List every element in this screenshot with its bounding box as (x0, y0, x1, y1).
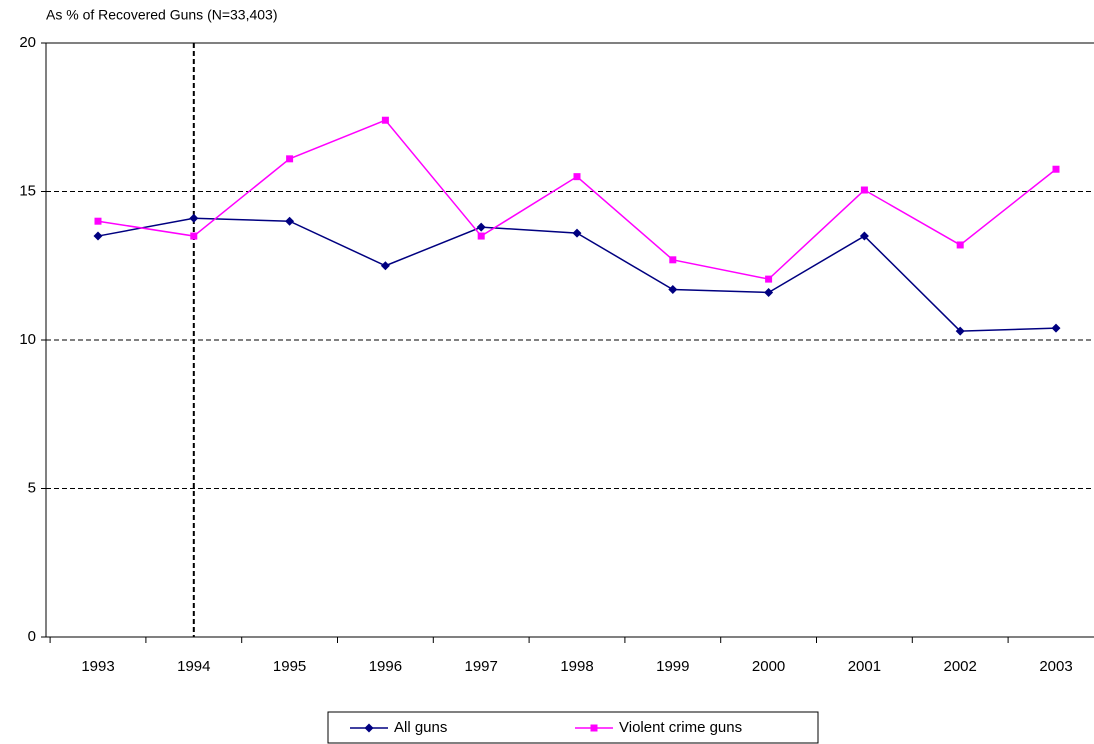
x-tick-label: 2003 (1039, 658, 1072, 675)
x-tick-label: 1996 (369, 658, 402, 675)
legend-label: Violent crime guns (619, 719, 742, 736)
marker (477, 232, 485, 240)
marker (94, 217, 102, 225)
marker (190, 232, 198, 240)
marker (859, 231, 869, 241)
marker (669, 256, 677, 264)
marker (955, 326, 965, 336)
marker (764, 287, 774, 297)
marker (1052, 165, 1060, 173)
marker (573, 173, 581, 181)
x-tick-label: 1997 (465, 658, 498, 675)
marker (860, 186, 868, 194)
series-line (97, 119, 1057, 280)
legend-label: All guns (394, 719, 447, 736)
x-tick-label: 1999 (656, 658, 689, 675)
y-tick-label: 5 (28, 479, 36, 496)
legend-box (327, 711, 819, 744)
y-tick-label: 20 (19, 34, 36, 51)
x-tick-label: 1995 (273, 658, 306, 675)
marker (668, 285, 678, 295)
marker (1051, 323, 1061, 333)
x-tick-label: 2002 (944, 658, 977, 675)
marker (364, 723, 374, 733)
marker (476, 222, 486, 232)
marker (381, 116, 389, 124)
marker (286, 155, 294, 163)
marker (956, 241, 964, 249)
x-tick-label: 1998 (560, 658, 593, 675)
marker (189, 213, 199, 223)
marker (380, 261, 390, 271)
marker (590, 724, 598, 732)
marker (572, 228, 582, 238)
chart-title: As % of Recovered Guns (N=33,403) (46, 7, 278, 23)
marker (765, 275, 773, 283)
x-tick-label: 2000 (752, 658, 785, 675)
marker (93, 231, 103, 241)
y-tick-label: 10 (19, 331, 36, 348)
x-tick-label: 1993 (81, 658, 114, 675)
y-tick-label: 0 (28, 628, 36, 645)
x-tick-label: 2001 (848, 658, 881, 675)
x-tick-label: 1994 (177, 658, 210, 675)
y-tick-label: 15 (19, 182, 36, 199)
marker (285, 216, 295, 226)
